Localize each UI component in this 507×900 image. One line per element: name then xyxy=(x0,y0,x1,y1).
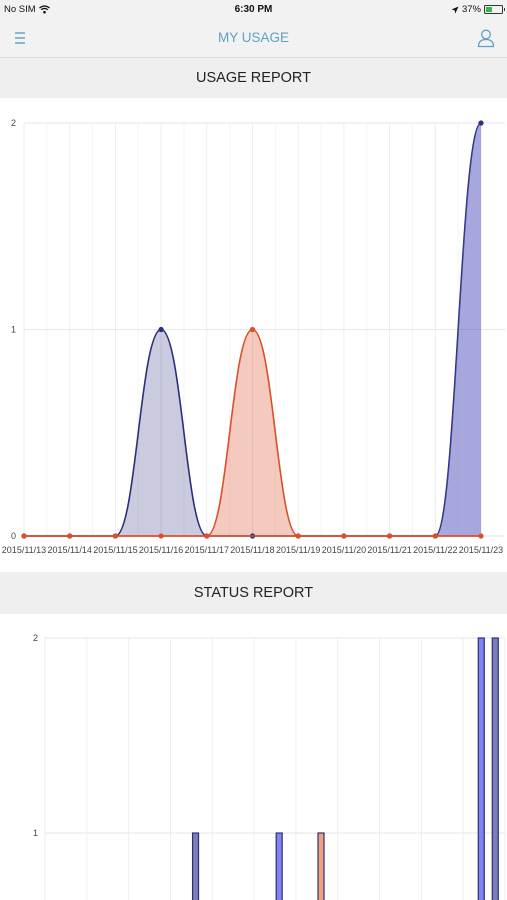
status-report-chart: 12 xyxy=(33,633,506,900)
hamburger-menu-icon xyxy=(15,32,25,44)
status-left: No SIM xyxy=(4,4,50,15)
status-bar xyxy=(191,832,200,900)
usage-x-tick-label: 2015/11/22 xyxy=(413,545,457,555)
usage-y-tick-label: 1 xyxy=(11,325,16,335)
usage-series-0-point xyxy=(158,326,164,333)
location-arrow-icon xyxy=(451,6,459,13)
battery-tip xyxy=(503,8,505,11)
usage-series-0-point xyxy=(478,120,484,126)
status-bar xyxy=(317,832,325,900)
navigation-bar: MY USAGE xyxy=(0,19,507,58)
usage-series-0-spike-fill xyxy=(435,123,481,536)
status-report-header: STATUS REPORT xyxy=(0,572,507,614)
wifi-icon xyxy=(38,5,50,14)
status-right: 37% xyxy=(451,4,505,15)
battery-icon xyxy=(484,5,505,14)
clock: 6:30 PM xyxy=(234,4,273,15)
usage-x-tick-label: 2015/11/20 xyxy=(322,545,366,555)
status-bar xyxy=(275,832,283,900)
battery-level xyxy=(486,7,492,12)
usage-series-1-area xyxy=(24,329,481,536)
usage-x-tick-label: 2015/11/16 xyxy=(139,545,183,555)
status-y-tick-label: 2 xyxy=(33,633,38,643)
usage-x-tick-label: 2015/11/13 xyxy=(2,545,46,555)
usage-y-tick-label: 2 xyxy=(11,118,16,128)
status-bar: No SIM 6:30 PM 37% xyxy=(0,0,507,19)
usage-report-header: USAGE REPORT xyxy=(0,58,507,98)
status-bar xyxy=(477,637,485,900)
battery-percentage: 37% xyxy=(461,4,481,15)
usage-x-tick-label: 2015/11/15 xyxy=(93,545,137,555)
menu-button[interactable] xyxy=(12,29,30,47)
usage-x-tick-label: 2015/11/19 xyxy=(276,545,320,555)
usage-x-tick-label: 2015/11/21 xyxy=(367,545,411,555)
usage-x-tick-label: 2015/11/17 xyxy=(185,545,229,555)
user-profile-icon xyxy=(477,29,495,48)
usage-x-tick-label: 2015/11/18 xyxy=(230,545,274,555)
usage-x-tick-label: 2015/11/23 xyxy=(459,545,503,555)
status-y-tick-label: 1 xyxy=(33,828,38,838)
page-title: MY USAGE xyxy=(217,30,290,45)
user-profile-button[interactable] xyxy=(475,27,497,49)
carrier-label: No SIM xyxy=(4,4,36,15)
status-bar xyxy=(491,637,499,900)
usage-y-tick-label: 0 xyxy=(11,531,16,541)
usage-x-tick-label: 2015/11/14 xyxy=(48,545,92,555)
usage-series-1-point xyxy=(249,326,256,333)
